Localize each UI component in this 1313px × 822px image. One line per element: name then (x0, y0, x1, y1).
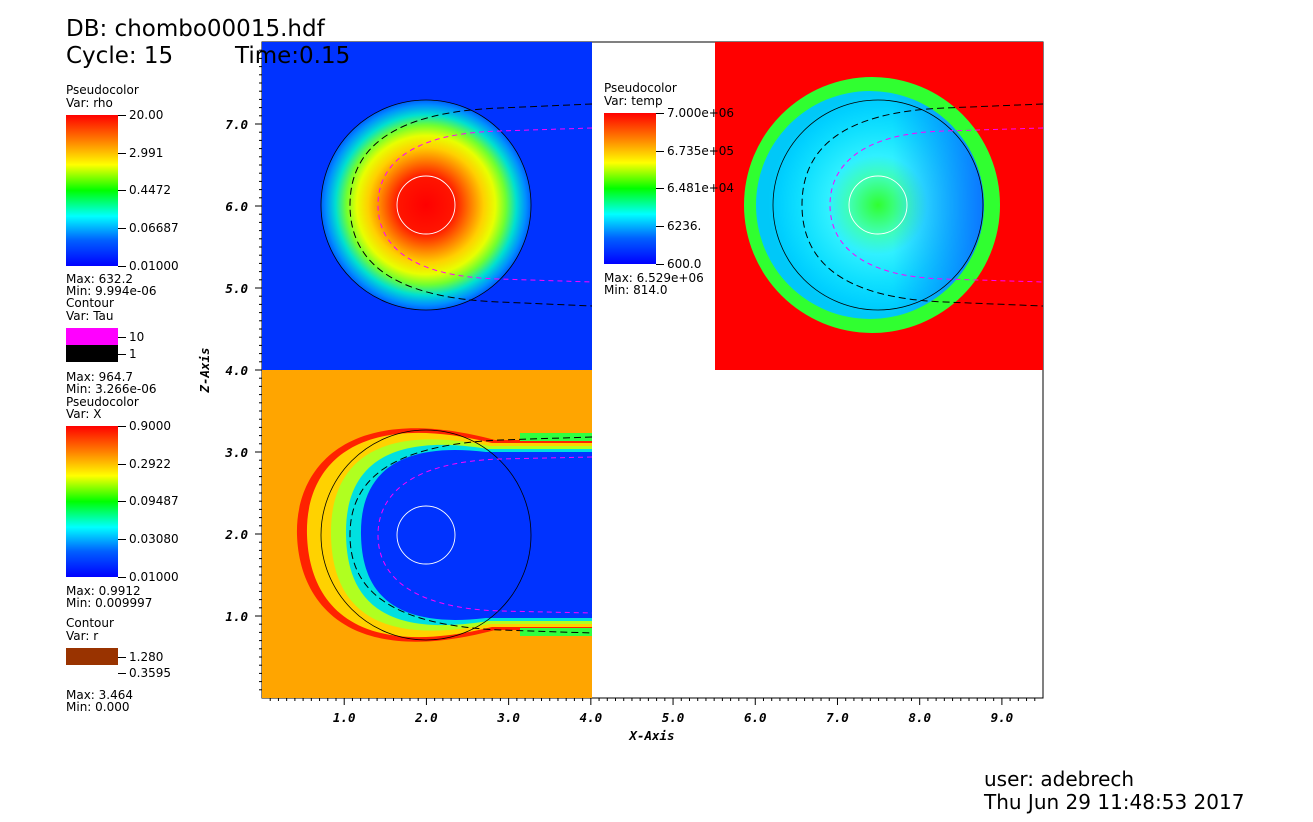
temp-tau-contour-1 (801, 103, 1043, 307)
temp-r-contour-outer (772, 99, 984, 311)
legend-rho-min: Min: 9.994e-06 (66, 284, 157, 298)
legend-r-min: Min: 0.000 (66, 700, 130, 714)
x-tick-4: 0.01000 (118, 571, 179, 583)
timestamp: Thu Jun 29 11:48:53 2017 (984, 790, 1245, 814)
r-swatch (66, 648, 118, 665)
rho-tau-contour-1 (349, 103, 592, 307)
temp-r-contour-inner (848, 175, 908, 235)
legend-tau-max: Max: 964.7 (66, 370, 134, 384)
legend-rho-kind: Pseudocolor (66, 83, 139, 97)
x-tick-label: 3.0 (496, 710, 520, 725)
x-axis-ticks: 1.0 2.0 3.0 4.0 5.0 6.0 7.0 8.0 9.0 (269, 698, 1036, 725)
x-tick-3: 0.03080 (118, 533, 179, 545)
temp-tick-1: 6.735e+05 (656, 145, 734, 157)
r-level-1: 0.3595 (118, 667, 171, 679)
rho-tick-3: 0.06687 (118, 222, 179, 234)
y-tick-label: 3.0 (224, 445, 248, 460)
x-axis-title: X-Axis (628, 728, 674, 743)
x-tick-1: 0.2922 (118, 458, 171, 470)
legend-x-max: Max: 0.9912 (66, 584, 141, 598)
legend-x-var: Var: X (66, 407, 102, 421)
legend-x-kind: Pseudocolor (66, 395, 139, 409)
temp-blob-shade (756, 91, 984, 319)
rho-tick-2: 0.4472 (118, 184, 171, 196)
temp-tick-2: 6.481e+04 (656, 182, 734, 194)
y-tick-label: 6.0 (225, 199, 248, 214)
legend-tau-var: Var: Tau (66, 309, 114, 323)
rho-tick-0: 20.00 (118, 109, 163, 121)
x-r-contour-inner (396, 505, 456, 565)
x-tick-2: 0.09487 (118, 495, 179, 507)
x-tau-contour-1 (349, 436, 592, 634)
legend-temp-kind: Pseudocolor (604, 81, 677, 95)
database-title: DB: chombo00015.hdf (66, 16, 325, 42)
cycle-label: Cycle: 15 (66, 43, 174, 69)
x-tick-label: 4.0 (580, 710, 603, 725)
legend-x-min: Min: 0.009997 (66, 596, 153, 610)
x-tick-label: 2.0 (414, 710, 438, 725)
x-tick-label: 9.0 (991, 710, 1014, 725)
legend-rho-max: Max: 632.2 (66, 272, 134, 286)
legend-temp-max: Max: 6.529e+06 (604, 271, 704, 285)
time-label: Time:0.15 (235, 43, 351, 69)
rho-colorbar (66, 115, 118, 266)
legend-rho-var: Var: rho (66, 96, 113, 110)
x-r-contour-outer (320, 429, 532, 641)
x-tick-label: 8.0 (908, 710, 931, 725)
x-tau-contour-10 (377, 456, 592, 614)
y-tick-label: 4.0 (225, 363, 248, 378)
legend-r-kind: Contour (66, 616, 114, 630)
rho-r-contour-outer (320, 99, 532, 311)
rho-r-contour-inner (396, 175, 456, 235)
r-level-0: 1.280 (118, 651, 163, 663)
x-tick-label: 5.0 (662, 710, 685, 725)
legend-temp-var: Var: temp (604, 94, 663, 108)
x-tick-0: 0.9000 (118, 420, 171, 432)
temp-panel (715, 42, 1043, 370)
rho-panel (262, 42, 592, 370)
legend-r-max: Max: 3.464 (66, 688, 134, 702)
legend-tau-kind: Contour (66, 296, 114, 310)
temp-tick-3: 6236. (656, 220, 701, 232)
x-tick-label: 6.0 (744, 710, 767, 725)
y-axis-ticks: 1.0 2.0 3.0 4.0 5.0 6.0 7.0 (224, 49, 262, 691)
legend-r-var: Var: r (66, 629, 99, 643)
temp-tick-4: 600.0 (656, 258, 701, 270)
temp-colorbar (604, 113, 656, 264)
x-panel (262, 370, 592, 698)
tau-level-1: 1 (118, 348, 137, 360)
user-label: user: adebrech (984, 767, 1135, 791)
tau-swatch-1 (66, 345, 118, 362)
legend-tau-min: Min: 3.266e-06 (66, 382, 157, 396)
x-upper-stream (520, 433, 592, 441)
y-axis-title: Z-Axis (197, 347, 212, 393)
rho-tick-4: 0.01000 (118, 260, 179, 272)
x-tick-label: 1.0 (333, 710, 356, 725)
x-core (360, 450, 592, 620)
y-tick-label: 2.0 (224, 527, 248, 542)
rho-tick-1: 2.991 (118, 147, 163, 159)
tau-swatch-10 (66, 328, 118, 345)
y-tick-label: 7.0 (225, 117, 248, 132)
temp-tick-0: 7.000e+06 (656, 107, 734, 119)
legend-temp-min: Min: 814.0 (604, 283, 668, 297)
y-tick-label: 5.0 (225, 281, 248, 296)
rho-blob (321, 100, 531, 310)
x-tick-label: 7.0 (826, 710, 849, 725)
tau-level-0: 10 (118, 331, 144, 343)
x-colorbar (66, 426, 118, 577)
y-tick-label: 1.0 (225, 609, 248, 624)
